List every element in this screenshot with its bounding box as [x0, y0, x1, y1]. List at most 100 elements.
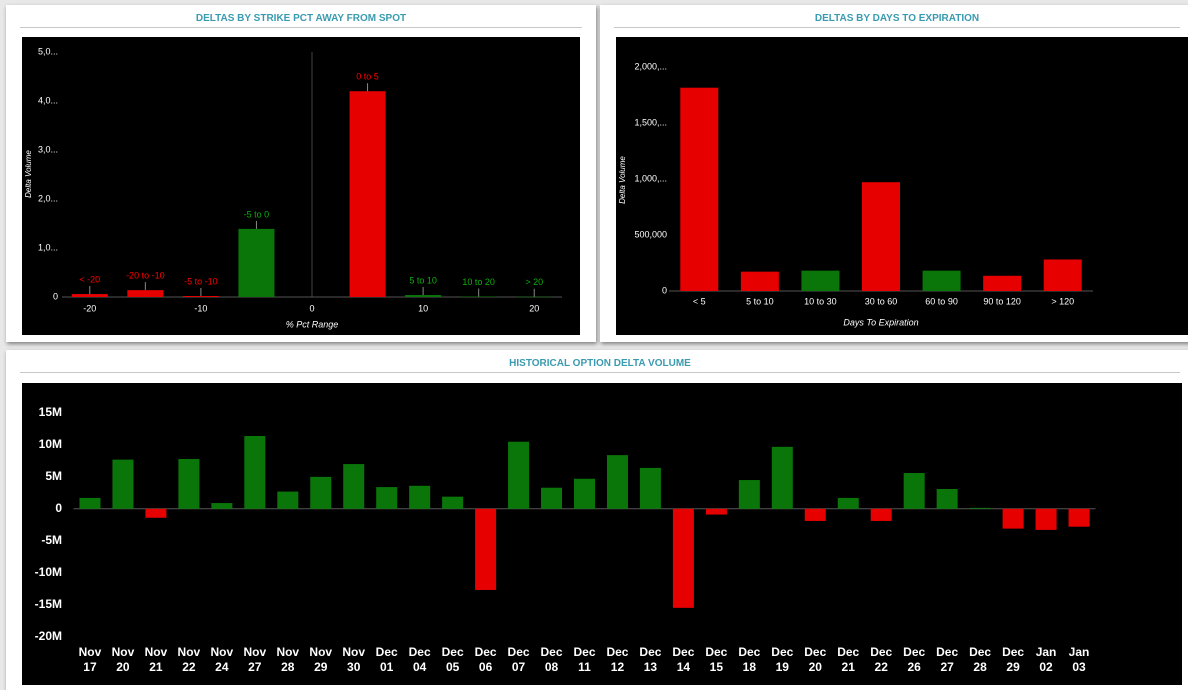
x-tick-label: Nov 24 [210, 645, 234, 674]
x-tick-label: Dec 08 [540, 645, 563, 674]
bar [409, 485, 431, 509]
bar [1002, 508, 1024, 529]
bar [903, 473, 925, 509]
bar [738, 480, 760, 509]
chart: 0 1,0... 2,0... 3,0... 4,0... 5,0... -20 -10 0 10… [24, 46, 562, 329]
x-tick-label: 0 [309, 303, 314, 313]
bar [178, 458, 200, 509]
chart: -20M -15M -10M -5M 0 5M 10M 15M [35, 405, 1096, 643]
bar [1068, 508, 1090, 527]
y-tick-label: -15M [35, 597, 62, 611]
title-rule [20, 372, 1180, 373]
chart: 0 500,000 1,000,... 1,500,... 2,000,... < 5 5 … [618, 62, 1093, 327]
x-tick-label: Dec 26 [903, 645, 926, 674]
plot-area: -20M -15M -10M -5M 0 5M 10M 15M Nov 17 Nov 20 Nov… [22, 383, 1182, 685]
y-tick-label: 1,500,... [634, 118, 667, 128]
x-tick-label: 10 to 30 [804, 296, 837, 306]
bar-label: < -20 [79, 274, 100, 284]
bar [969, 507, 991, 509]
bar-label: -5 to 0 [244, 209, 270, 219]
y-tick-label: -5M [41, 533, 62, 547]
y-tick-label: 2,0... [38, 193, 58, 203]
bar [71, 294, 108, 297]
bar-label: -20 to -10 [126, 271, 165, 281]
bar [936, 488, 958, 509]
plot-area: 0 1,0... 2,0... 3,0... 4,0... 5,0... -20 -10 0 10… [22, 37, 580, 335]
x-tick-label: Dec 28 [969, 645, 992, 674]
bar [442, 496, 464, 509]
x-tick-label: 30 to 60 [865, 296, 898, 306]
bar-label: > 20 [525, 277, 543, 287]
bar [541, 487, 563, 509]
y-tick-label: 1,000,... [634, 174, 667, 184]
y-tick-label: 10M [39, 437, 62, 451]
x-tick-label: Nov 29 [309, 645, 333, 674]
x-tick-label: Jan 02 [1035, 645, 1057, 674]
y-tick-label: 5,0... [38, 46, 58, 56]
panel-title: HISTORICAL OPTION DELTA VOLUME [509, 358, 691, 369]
x-tick-label: Dec 15 [705, 645, 728, 674]
x-tick-label: Nov 22 [177, 645, 201, 674]
bar [922, 270, 961, 291]
bar [680, 87, 719, 292]
bar [639, 467, 661, 509]
bar [211, 503, 233, 509]
bar [238, 228, 275, 297]
x-tick-label: Dec 14 [672, 645, 695, 674]
y-tick-label: 0 [55, 501, 62, 515]
x-tick-label: Jan 03 [1068, 645, 1090, 674]
x-tick-label: 20 [529, 303, 539, 313]
x-tick-label: Dec 18 [738, 645, 761, 674]
title-rule [614, 27, 1180, 28]
bar [705, 508, 727, 515]
x-tick-label: Dec 01 [375, 645, 398, 674]
bar [606, 455, 628, 509]
title-rule [20, 27, 582, 28]
bar [349, 91, 386, 297]
x-tick-label: Nov 30 [342, 645, 366, 674]
x-tick-label: Dec 05 [441, 645, 464, 674]
y-tick-label: -10M [35, 565, 62, 579]
x-tick-label: 5 to 10 [746, 296, 774, 306]
bar [516, 296, 553, 298]
x-tick-label: Dec 07 [507, 645, 530, 674]
y-tick-label: 1,0... [38, 242, 58, 252]
x-tick-label: Dec 20 [804, 645, 827, 674]
x-tick-label: Dec 29 [1002, 645, 1025, 674]
bar [310, 476, 332, 509]
y-tick-label: 3,0... [38, 144, 58, 154]
x-tick-label: Nov 27 [243, 645, 267, 674]
bar [127, 290, 164, 297]
bar-label: 5 to 10 [409, 275, 437, 285]
bar [79, 497, 101, 509]
bar [740, 271, 779, 291]
x-tick-label: Nov 20 [111, 645, 135, 674]
bar [460, 296, 497, 298]
y-tick-label: -20M [35, 629, 62, 643]
y-tick-label: 0 [662, 285, 667, 295]
y-tick-label: 0 [53, 291, 58, 301]
x-tick-label: Dec 27 [936, 645, 959, 674]
x-tick-label: > 120 [1051, 296, 1074, 306]
bar [343, 464, 365, 509]
bar [112, 459, 134, 509]
bar [983, 275, 1022, 291]
x-tick-label: 90 to 120 [983, 296, 1021, 306]
x-tick-label: Dec 13 [639, 645, 662, 674]
bar [804, 508, 826, 521]
x-tick-label: Dec 04 [408, 645, 431, 674]
bar [771, 446, 793, 509]
x-tick-label: Dec 12 [606, 645, 629, 674]
panel-title: DELTAS BY STRIKE PCT AWAY FROM SPOT [195, 13, 407, 24]
x-tick-label: Dec 22 [870, 645, 893, 674]
x-tick-label: Dec 19 [771, 645, 794, 674]
x-tick-label: Dec 11 [573, 645, 596, 674]
y-tick-label: 15M [39, 405, 62, 419]
bar [405, 295, 442, 297]
bar [508, 441, 530, 509]
x-tick-label: < 5 [693, 296, 706, 306]
bar [870, 508, 892, 521]
y-axis-title: Delta Volume [618, 156, 627, 204]
bar [244, 435, 266, 509]
